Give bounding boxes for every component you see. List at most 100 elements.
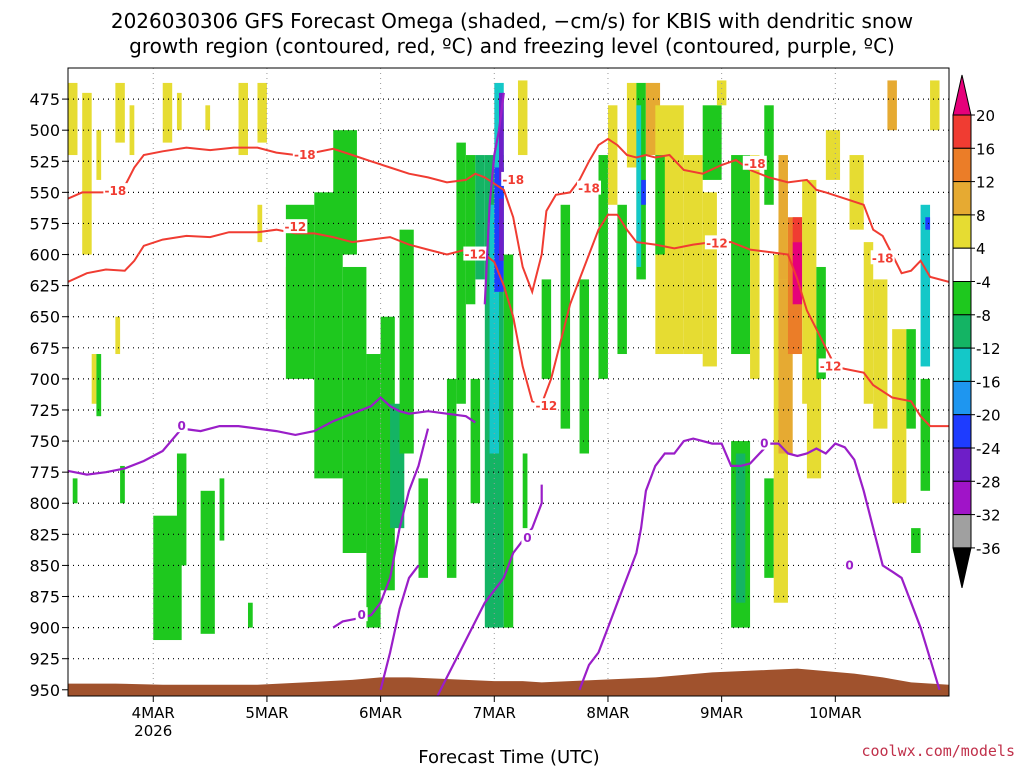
omega-cell: [920, 378, 931, 491]
omega-cell: [418, 478, 428, 578]
chart-title-line2: growth region (contoured, red, ºC) and f…: [129, 34, 895, 58]
grid: [68, 68, 949, 696]
omega-cell: [825, 130, 841, 180]
colorbar-bin: [952, 414, 972, 449]
y-tick-label: 550: [29, 183, 60, 202]
colorbar-bin: [952, 281, 972, 316]
omega-cell: [96, 130, 102, 180]
contour-label-bg: [818, 358, 843, 373]
contour-label-bg: [103, 183, 128, 198]
omega-cell: [607, 105, 618, 205]
omega-cell: [716, 80, 727, 106]
freezing-level-line: [379, 564, 420, 691]
freezing-level-line: [578, 437, 941, 691]
omega-cell: [238, 82, 248, 156]
omega-cell: [925, 217, 931, 230]
colorbar-tick-label: -28: [976, 473, 1001, 491]
omega-cell: [930, 80, 940, 131]
omega-cell: [560, 204, 571, 429]
colorbar-bin: [952, 347, 972, 382]
y-tick-label: 825: [29, 525, 60, 544]
omega-cell: [911, 528, 921, 553]
plot-frame: [67, 67, 950, 697]
omega-cell: [792, 217, 803, 243]
contour-label-bg: [704, 235, 729, 250]
contour-label-bg: [534, 398, 559, 413]
colorbar-bin: [952, 480, 972, 516]
colorbar-bin: [952, 114, 972, 149]
freezing-level-label: 0: [175, 418, 188, 433]
omega-cell: [887, 80, 897, 131]
omega-cell: [205, 105, 211, 131]
colorbar-bin: [952, 181, 972, 216]
omega-cell: [541, 279, 552, 379]
dgz-contour-label: -12: [818, 358, 843, 373]
y-tick-label: 600: [29, 246, 60, 265]
omega-cell: [399, 229, 414, 454]
x-axis-label: Forecast Time (UTC): [418, 747, 599, 768]
omega-cell: [475, 155, 485, 280]
dgz-contour-label: -12: [283, 219, 308, 234]
dgz-contour-label: -18: [292, 147, 317, 162]
colorbar-top-arrow: [952, 74, 972, 116]
contours: -18 -18 -18 -18 -18 -18 -12 -12 -12 -12 -12 0 0 0 0 0: [68, 92, 949, 696]
omega-cell: [702, 105, 722, 180]
omega-cell: [96, 354, 102, 417]
contour-label-text: 0: [357, 608, 365, 622]
contour-label-text: -18: [578, 182, 600, 196]
colorbar-tick-label: -32: [976, 507, 1001, 525]
colorbar-tick-label: -4: [976, 274, 991, 292]
freezing-level-line: [68, 396, 476, 476]
dgz-contour-label: -18: [577, 180, 602, 196]
omega-cell: [115, 82, 125, 143]
dgz-contour-label: -18: [103, 183, 128, 198]
colorbar-tick-label: 16: [976, 140, 995, 158]
omega-cell: [764, 478, 774, 578]
x-tick-label: 10MAR: [809, 704, 862, 722]
omega-cell: [522, 453, 528, 529]
colorbar-bin: [952, 380, 972, 416]
y-tick-label: 800: [29, 494, 60, 513]
omega-cell: [494, 167, 504, 292]
contour-label-text: -12: [820, 359, 842, 373]
omega-cell: [465, 155, 476, 305]
colorbar-bin: [952, 314, 972, 349]
omega-cell: [617, 204, 627, 355]
dgz-contour-label: -18: [501, 171, 526, 187]
omega-cell: [806, 354, 822, 479]
contour-label-bg: [283, 219, 308, 234]
dgz-contour-label: -12: [463, 246, 488, 262]
x-tick-label: 8MAR: [586, 704, 629, 722]
omega-cell: [863, 242, 874, 404]
colorbar-tick-label: 4: [976, 240, 986, 258]
omega-cell: [764, 105, 774, 205]
omega-cell: [735, 453, 746, 603]
x-tick-sublabel: 2026: [134, 722, 172, 740]
colorbar-bin: [952, 514, 972, 549]
omega-cell: [778, 155, 788, 280]
x-tick-label: 5MAR: [245, 704, 288, 722]
omega-cell: [257, 82, 267, 143]
omega-cell: [115, 316, 121, 355]
y-tick-label: 725: [29, 401, 60, 420]
contour-label-bg: [758, 435, 771, 450]
dgz-contour-label: -12: [704, 235, 729, 250]
contour-label-text: -12: [285, 220, 307, 234]
chart-title-line1: 2026030306 GFS Forecast Omega (shaded, −…: [111, 9, 913, 33]
freezing-level-line: [436, 484, 543, 696]
omega-cell: [333, 130, 357, 255]
dgz-contour-line: [68, 137, 949, 296]
terrain-area: [68, 668, 949, 696]
y-tick-label: 650: [29, 308, 60, 327]
contour-label-bg: [843, 557, 856, 572]
contour-label-text: 0: [760, 437, 768, 451]
omega-cell: [470, 378, 481, 504]
colorbar-tick-label: -16: [976, 373, 1001, 391]
omega-cell: [247, 602, 253, 628]
omega-cell: [802, 179, 817, 404]
omega-cell: [792, 242, 803, 305]
y-tick-label: 625: [29, 277, 60, 296]
omega-cell: [702, 192, 717, 367]
colorbar-tick-label: -20: [976, 407, 1001, 425]
